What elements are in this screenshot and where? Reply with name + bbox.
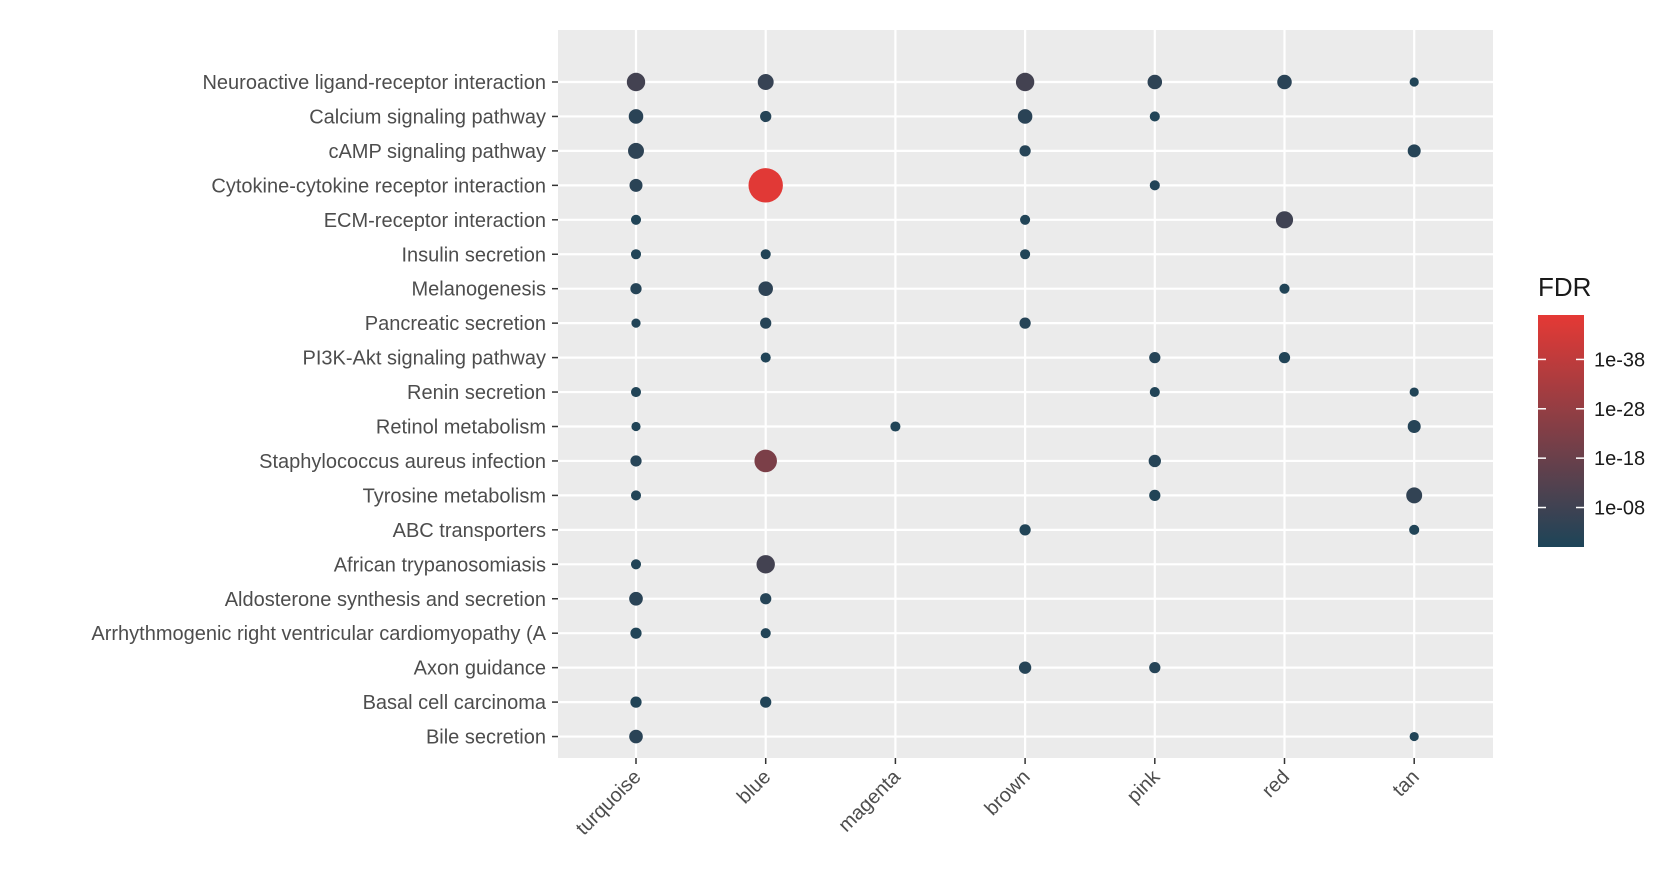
legend-tick-label: 1e-08 (1594, 498, 1645, 520)
y-tick-label: Axon guidance (414, 658, 546, 680)
y-tick-label: African trypanosomiasis (334, 554, 546, 576)
data-point (630, 627, 642, 639)
data-point (760, 249, 771, 260)
legend-title: FDR (1538, 272, 1591, 302)
data-point (760, 110, 772, 123)
data-point (1278, 351, 1291, 364)
x-tick-label: tan (1389, 766, 1424, 801)
data-point (1149, 489, 1161, 502)
y-tick-label: Cytokine-cytokine receptor interaction (211, 175, 546, 197)
data-point (1275, 211, 1294, 229)
data-point (1277, 74, 1292, 90)
data-point (1409, 387, 1419, 397)
y-tick-label: Aldosterone synthesis and secretion (225, 589, 546, 611)
y-tick-label: Melanogenesis (411, 279, 546, 301)
data-point (631, 318, 641, 328)
y-tick-label: Bile secretion (426, 727, 546, 749)
data-point (748, 168, 783, 203)
y-tick-label: ECM-receptor interaction (324, 210, 546, 232)
data-point (630, 249, 642, 260)
y-tick-label: Calcium signaling pathway (309, 106, 546, 128)
data-point (629, 178, 643, 192)
y-tick-label: Staphylococcus aureus infection (259, 451, 546, 473)
data-point (1279, 283, 1290, 294)
data-point (631, 421, 641, 432)
data-point (630, 490, 642, 501)
data-point (1019, 145, 1031, 157)
y-tick-label: ABC transporters (393, 520, 546, 542)
data-point (760, 352, 771, 363)
x-tick-label: red (1258, 766, 1294, 802)
data-point (630, 559, 642, 570)
data-point (629, 729, 643, 744)
data-point (1148, 454, 1161, 468)
x-tick-label: magenta (834, 765, 905, 836)
fdr-legend: FDR 1e-38 1e-28 1e-18 1e-08 (1538, 272, 1645, 547)
data-point (629, 591, 643, 606)
data-point (760, 593, 772, 605)
data-point (630, 387, 642, 398)
x-tick-label: blue (733, 766, 775, 808)
y-tick-label: Basal cell carcinoma (363, 692, 547, 714)
data-point (1018, 661, 1032, 674)
data-point (760, 628, 771, 639)
data-point (630, 214, 642, 225)
data-point (760, 696, 772, 708)
legend-tick-label: 1e-38 (1594, 349, 1645, 371)
data-point (1149, 387, 1160, 398)
data-point (757, 74, 774, 90)
data-point (1407, 419, 1421, 434)
data-point (1019, 317, 1031, 329)
y-tick-label: Pancreatic secretion (365, 313, 546, 335)
y-tick-label: Insulin secretion (401, 244, 546, 266)
data-point (1407, 144, 1421, 158)
data-point (1020, 249, 1031, 260)
legend-color-bar (1538, 315, 1584, 547)
data-point (630, 696, 642, 708)
x-tick-label: turquoise (572, 766, 646, 840)
data-point (754, 449, 777, 473)
data-points (626, 72, 1423, 744)
y-tick-label: Retinol metabolism (376, 417, 546, 439)
data-point (1406, 487, 1423, 504)
y-tick-label: PI3K-Akt signaling pathway (303, 348, 546, 370)
data-point (1409, 524, 1420, 535)
data-point (1149, 180, 1160, 191)
data-point (630, 283, 642, 295)
x-axis: turquoise blue magenta brown pink red tan (572, 758, 1424, 840)
y-tick-label: Neuroactive ligand-receptor interaction (202, 72, 546, 94)
data-point (630, 455, 642, 467)
legend-tick-label: 1e-28 (1594, 399, 1645, 421)
data-point (758, 281, 773, 296)
data-point (628, 142, 644, 159)
y-tick-label: Renin secretion (407, 382, 546, 404)
data-point (760, 317, 772, 329)
data-point (1149, 662, 1161, 674)
data-point (1020, 214, 1031, 225)
data-point (890, 421, 901, 432)
data-point (1149, 111, 1160, 122)
data-point (1409, 77, 1419, 87)
data-point (626, 72, 646, 92)
data-point (1015, 72, 1035, 92)
data-point (1409, 731, 1419, 742)
legend-tick-label: 1e-18 (1594, 448, 1645, 470)
x-tick-label: brown (981, 766, 1035, 820)
data-point (1147, 74, 1163, 90)
y-tick-label: Tyrosine metabolism (363, 485, 546, 507)
y-axis: Neuroactive ligand-receptor interaction C… (91, 72, 558, 749)
x-tick-label: pink (1123, 765, 1165, 807)
data-point (1019, 524, 1031, 536)
y-tick-label: cAMP signaling pathway (328, 141, 546, 163)
data-point (756, 555, 775, 574)
y-tick-label: Arrhythmogenic right ventricular cardiom… (91, 623, 546, 645)
data-point (628, 109, 644, 124)
data-point (1149, 351, 1161, 364)
data-point (1017, 109, 1033, 124)
